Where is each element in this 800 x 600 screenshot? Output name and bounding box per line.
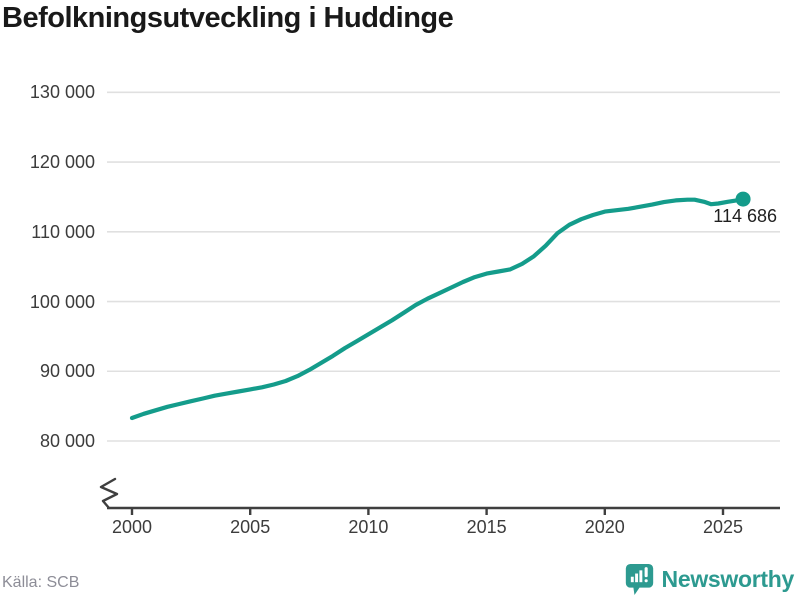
end-value-label: 114 686 bbox=[713, 206, 777, 226]
axis-break-zigzag bbox=[99, 477, 119, 510]
y-tick-label: 110 000 bbox=[31, 221, 95, 242]
y-tick-label: 130 000 bbox=[29, 82, 95, 103]
source-label: Källa: SCB bbox=[2, 574, 80, 591]
y-tick-label: 90 000 bbox=[39, 361, 95, 382]
x-tick-label: 2020 bbox=[584, 517, 625, 537]
chart-title: Befolkningsutveckling i Huddinge bbox=[2, 2, 454, 34]
newsworthy-logo: Newsworthy bbox=[624, 562, 794, 596]
y-tick-label: 100 000 bbox=[29, 291, 95, 312]
x-tick-label: 2015 bbox=[466, 517, 507, 537]
newsworthy-bar-chart-speech-bubble-icon bbox=[625, 563, 653, 595]
x-tick-label: 2005 bbox=[230, 517, 271, 537]
population-line bbox=[129, 197, 746, 421]
newsworthy-wordmark: Newsworthy bbox=[661, 565, 795, 592]
x-tick-label: 2010 bbox=[348, 517, 389, 537]
y-tick-label: 120 000 bbox=[29, 152, 95, 173]
x-tick-label: 2000 bbox=[111, 517, 153, 537]
y-tick-label: 80 000 bbox=[39, 431, 95, 451]
x-tick-label: 2025 bbox=[702, 517, 744, 537]
end-point-dot bbox=[735, 191, 751, 207]
